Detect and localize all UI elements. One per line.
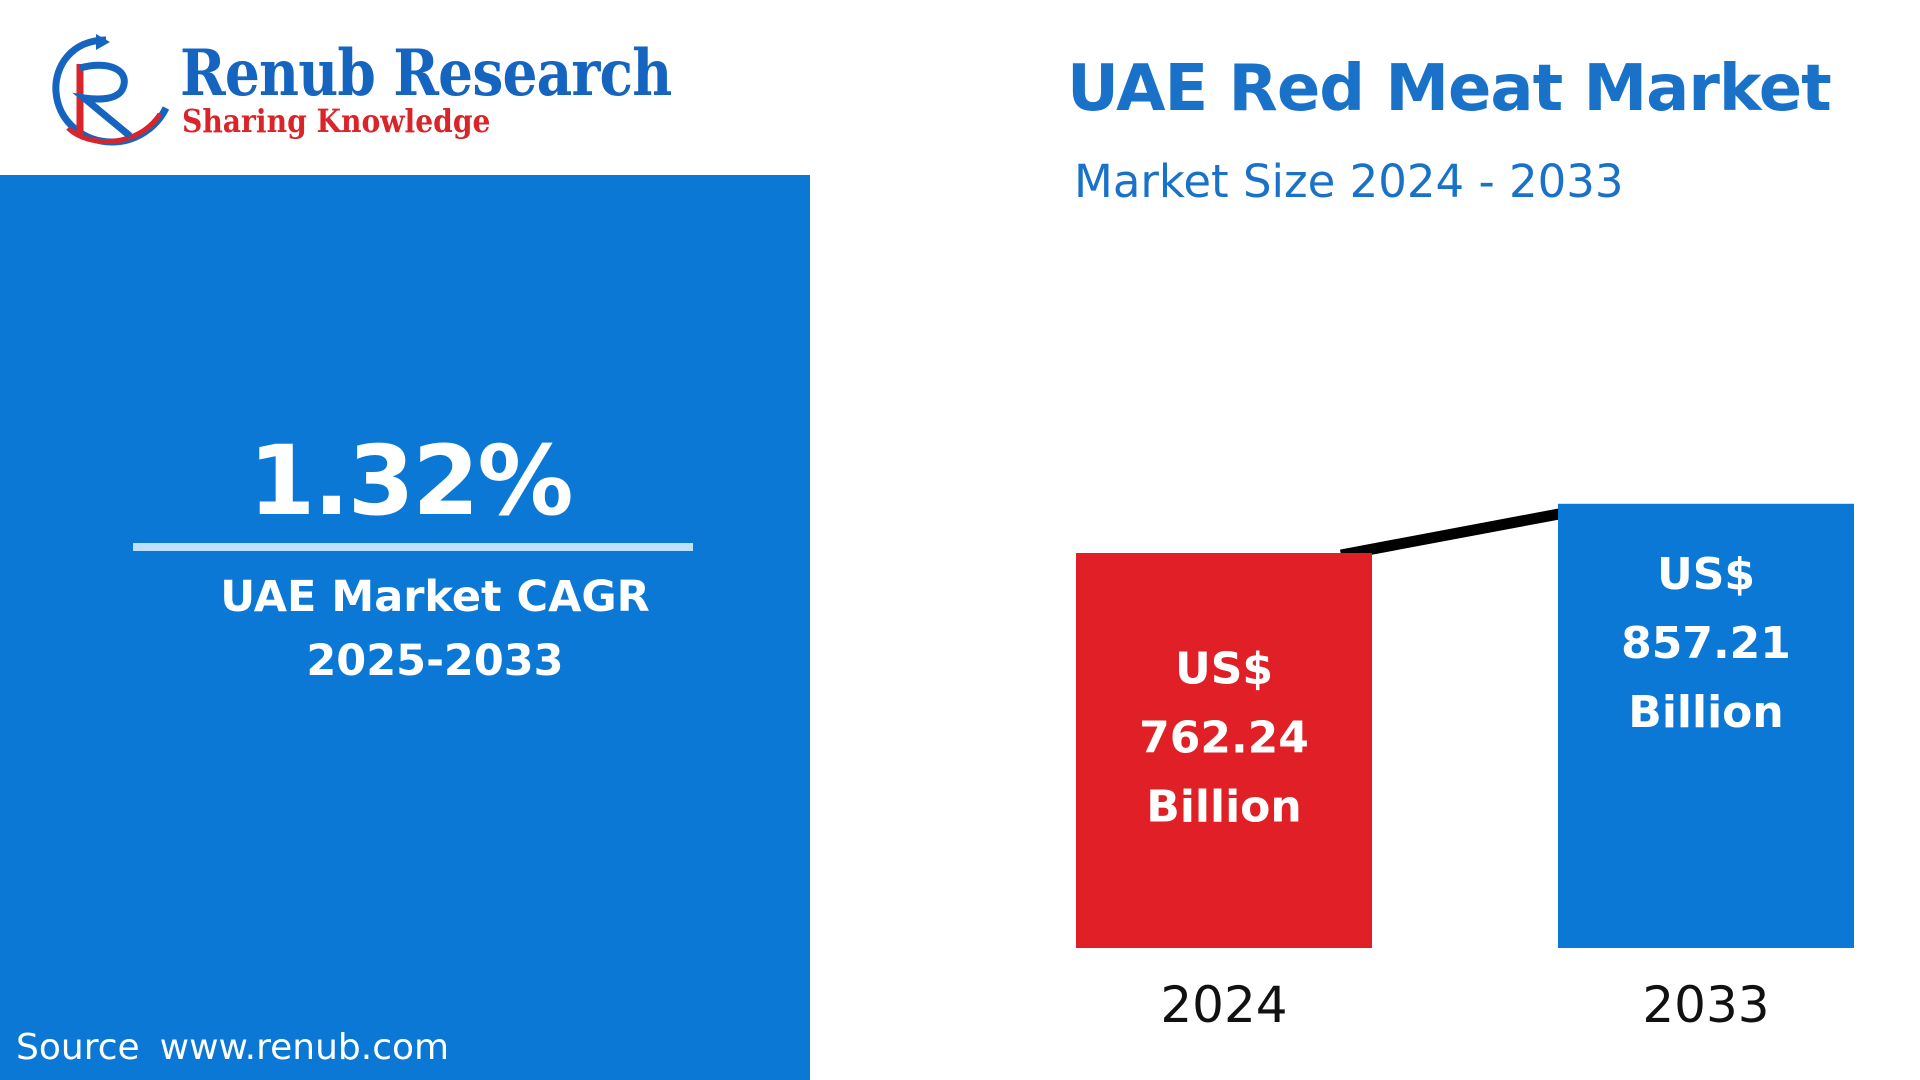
data-label-2033-line-2: 857.21 bbox=[1621, 618, 1791, 669]
chart-title: UAE Red Meat Market bbox=[1067, 52, 1832, 126]
cagr-value: 1.32% bbox=[248, 425, 573, 537]
bar-2024 bbox=[1076, 553, 1372, 948]
data-label-2033-line-1: US$ bbox=[1657, 549, 1755, 600]
data-label-2033-line-3: Billion bbox=[1628, 687, 1783, 738]
renub-logo-icon bbox=[52, 34, 170, 146]
trend-line bbox=[1339, 508, 1562, 561]
logo: Renub Research Sharing Knowledge bbox=[48, 30, 672, 150]
chart-subtitle: Market Size 2024 - 2033 bbox=[1074, 155, 1624, 208]
category-label-2024: 2024 bbox=[1160, 976, 1287, 1034]
source-label: Source bbox=[16, 1027, 140, 1068]
cagr-panel: 1.32% UAE Market CAGR 2025-2033 Source ww… bbox=[0, 175, 810, 1080]
cagr-label-line-2: 2025-2033 bbox=[306, 636, 564, 686]
data-label-2024-line-1: US$ bbox=[1175, 644, 1273, 695]
cagr-label: UAE Market CAGR 2025-2033 bbox=[0, 565, 870, 693]
bar-2033 bbox=[1558, 503, 1854, 948]
category-label-2033: 2033 bbox=[1642, 976, 1769, 1034]
logo-title: Renub Research bbox=[180, 36, 672, 111]
logo-tagline: Sharing Knowledge bbox=[182, 102, 491, 140]
data-label-2024-line-2: 762.24 bbox=[1139, 713, 1309, 764]
cagr-divider bbox=[133, 543, 693, 551]
data-label-2024-line-3: Billion bbox=[1146, 782, 1301, 833]
cagr-label-line-1: UAE Market CAGR bbox=[220, 572, 650, 622]
source-note: Source www.renub.com bbox=[16, 1027, 449, 1068]
source-url: www.renub.com bbox=[159, 1027, 450, 1068]
